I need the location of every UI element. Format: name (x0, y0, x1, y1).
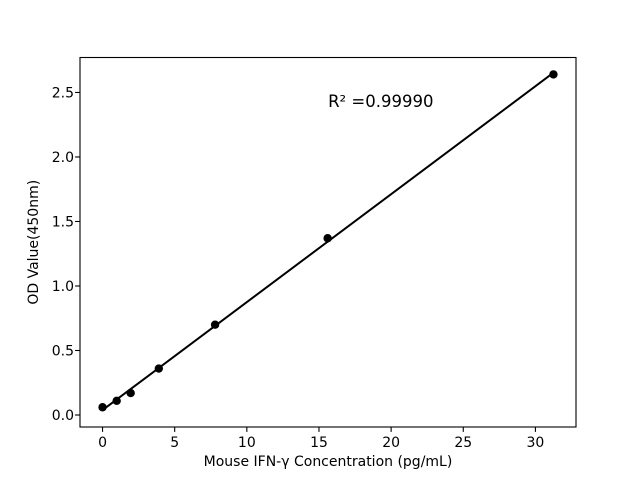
r-squared-annotation: R² =0.99990 (328, 92, 433, 111)
y-axis-label: OD Value(450nm) (26, 180, 42, 305)
x-tick-label: 5 (170, 435, 179, 451)
data-point (549, 70, 558, 79)
data-point (154, 364, 164, 373)
x-tick-label: 10 (238, 435, 256, 451)
x-tick-label: 25 (454, 435, 472, 451)
y-tick-label: 1.0 (52, 279, 74, 295)
y-tick-label: 0.0 (52, 408, 74, 424)
y-tick-label: 1.5 (52, 214, 74, 230)
y-tick-label: 0.5 (52, 343, 74, 359)
data-point (126, 388, 135, 398)
x-axis-label: Mouse IFN-γ Concentration (pg/mL) (204, 454, 453, 470)
x-tick-label: 15 (310, 435, 328, 451)
y-tick-label: 2.0 (52, 150, 74, 166)
data-point (210, 320, 220, 329)
y-tick-label: 2.5 (52, 85, 74, 101)
x-tick-label: 0 (98, 435, 107, 451)
x-tick-label: 20 (382, 435, 400, 451)
data-point (112, 396, 121, 406)
x-tick-label: 30 (527, 435, 545, 451)
data-point (98, 403, 107, 412)
plot-border (79, 56, 577, 428)
data-point (323, 234, 332, 243)
